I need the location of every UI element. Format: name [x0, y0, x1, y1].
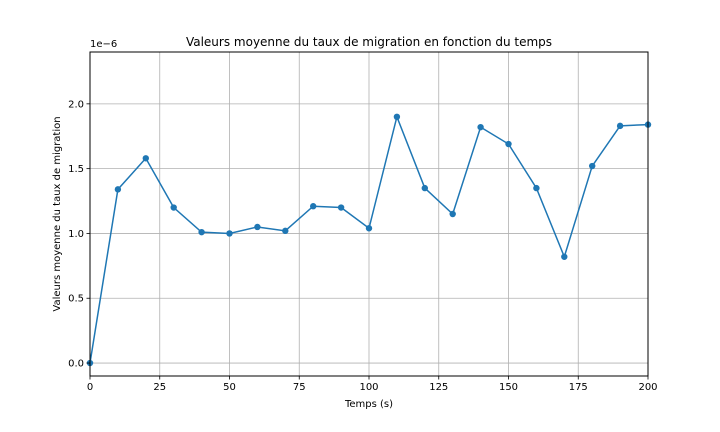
- x-tick-label: 100: [359, 382, 378, 393]
- y-tick-label: 1.5: [68, 164, 84, 175]
- grid: [89, 52, 649, 376]
- data-point: [421, 184, 428, 192]
- data-point: [477, 123, 484, 131]
- x-tick-label: 0: [87, 382, 93, 393]
- data-point: [616, 122, 624, 130]
- y-tick-label: 0.5: [68, 294, 84, 305]
- data-point: [198, 228, 205, 236]
- x-axis-label: Temps (s): [344, 399, 393, 410]
- data-point: [337, 204, 345, 211]
- x-tick-label: 150: [499, 382, 518, 393]
- data-point: [114, 186, 122, 193]
- y-tick-label: 0.0: [68, 359, 84, 370]
- data-point: [142, 155, 149, 162]
- data-point: [170, 204, 177, 211]
- x-tick-label: 75: [293, 382, 306, 393]
- data-point: [505, 140, 512, 148]
- data-point: [226, 230, 233, 237]
- y-tick-label: 2.0: [68, 99, 84, 110]
- data-point: [449, 210, 456, 218]
- x-tick-label: 25: [153, 382, 166, 393]
- data-point: [393, 113, 401, 121]
- x-tick-label: 175: [569, 382, 588, 393]
- data-point: [310, 203, 317, 210]
- series-layer: [86, 113, 652, 367]
- y-axis-label: Valeurs moyenne du taux de migration: [52, 116, 63, 311]
- data-point: [589, 162, 596, 170]
- y-tick-label: 1.0: [68, 229, 84, 240]
- data-point: [282, 227, 289, 235]
- data-point: [365, 225, 373, 232]
- ticks: 0 25 50 75 100 125 150 175 200 0.0 0.5 1.0 1.5 2.0: [68, 99, 657, 393]
- x-tick-label: 125: [429, 382, 448, 393]
- y-offset-label: 1e−6: [90, 39, 117, 50]
- x-tick-label: 50: [223, 382, 236, 393]
- data-point: [533, 184, 540, 192]
- data-point: [254, 223, 261, 231]
- chart-title: Valeurs moyenne du taux de migration en …: [186, 35, 552, 49]
- data-point: [561, 253, 568, 260]
- x-tick-label: 200: [638, 382, 657, 393]
